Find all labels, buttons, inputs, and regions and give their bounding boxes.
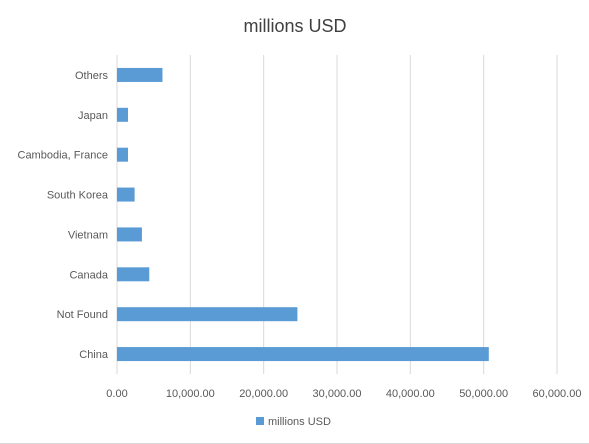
category-label: Not Found — [57, 309, 108, 321]
legend: millions USD — [256, 416, 331, 428]
x-tick-label: 30,000.00 — [313, 388, 362, 400]
category-label: Vietnam — [68, 229, 108, 241]
bar — [117, 147, 128, 162]
chart-title: millions USD — [243, 16, 346, 36]
x-tick-label: 40,000.00 — [386, 388, 435, 400]
legend-label: millions USD — [268, 416, 331, 428]
category-label: Canada — [69, 269, 108, 281]
x-tick-label: 60,000.00 — [533, 388, 582, 400]
x-tick-label: 50,000.00 — [459, 388, 508, 400]
category-label: South Korea — [47, 190, 109, 202]
bar — [117, 227, 142, 242]
x-tick-label: 0.00 — [106, 388, 127, 400]
category-label: Japan — [78, 110, 108, 122]
bars — [117, 67, 489, 362]
legend-swatch — [256, 417, 264, 425]
bar — [117, 67, 163, 82]
category-label: Cambodia, France — [18, 150, 109, 162]
bar — [117, 267, 150, 282]
bar — [117, 187, 135, 202]
bar — [117, 347, 489, 362]
category-label: Others — [75, 70, 109, 82]
category-labels: China Not Found Canada Vietnam South Korea Ca… — [18, 70, 109, 361]
bar — [117, 307, 298, 322]
category-label: China — [79, 349, 109, 361]
grid-lines — [116, 55, 558, 374]
x-tick-label: 10,000.00 — [166, 388, 215, 400]
x-axis-tick-labels: 0.00 10,000.00 20,000.00 30,000.00 40,000.00… — [106, 388, 581, 400]
x-tick-label: 20,000.00 — [239, 388, 288, 400]
bar — [117, 107, 128, 122]
